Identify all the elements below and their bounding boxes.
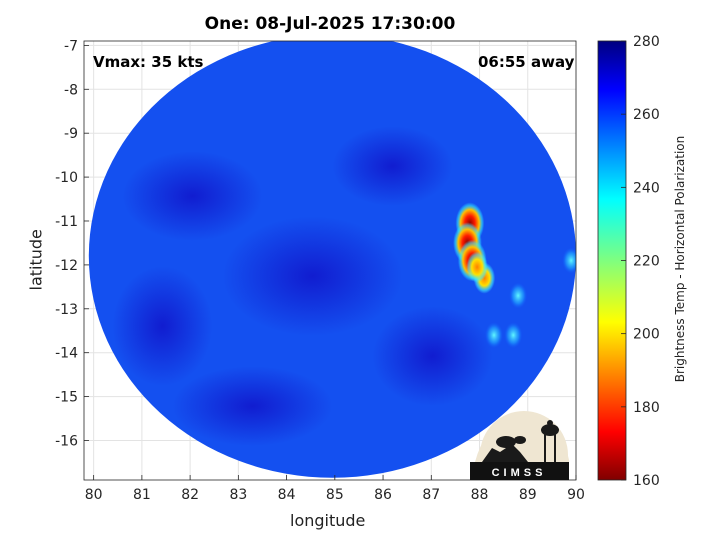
y-tick-label: -15 [55, 390, 78, 406]
colorbar-tick-label: 240 [633, 180, 660, 196]
x-tick-label: 89 [519, 487, 537, 503]
x-tick-label: 86 [374, 487, 392, 503]
x-tick-label: 83 [229, 487, 247, 503]
y-axis: -7 -8 -9 -10 -11 -12 -13 -14 -15 -16 [55, 38, 89, 449]
colorbar-tick-label: 200 [633, 327, 660, 343]
colorbar-tick-label: 180 [633, 400, 660, 416]
brightness-feature [562, 247, 576, 274]
y-tick-label: -10 [55, 170, 78, 186]
x-tick-label: 84 [278, 487, 296, 503]
time-away-label: 06:55 away [478, 53, 575, 71]
x-tick-label: 82 [181, 487, 199, 503]
y-tick-label: -12 [55, 258, 78, 274]
y-tick-label: -11 [55, 214, 78, 230]
x-tick-label: 85 [326, 487, 344, 503]
swath-texture [222, 216, 403, 337]
swath-texture [372, 306, 493, 407]
swath-texture [122, 151, 263, 242]
colorbar-label: Brightness Temp - Horizontal Polarizatio… [673, 135, 687, 383]
y-axis-label: latitude [26, 229, 46, 291]
y-tick-label: -9 [64, 126, 78, 142]
x-tick-label: 80 [85, 487, 103, 503]
colorbar-tick-label: 280 [633, 34, 660, 50]
brightness-feature [504, 322, 523, 349]
brightness-feature [466, 251, 488, 283]
x-axis-label: longitude [290, 511, 366, 530]
brightness-feature [485, 322, 503, 349]
swath-texture [172, 366, 333, 447]
x-tick-label: 90 [567, 487, 585, 503]
vmax-label: Vmax: 35 kts [93, 53, 204, 71]
x-tick-label: 81 [133, 487, 151, 503]
swath-texture [112, 266, 213, 387]
y-tick-label: -16 [55, 433, 78, 449]
cimss-logo: CIMSS [470, 411, 569, 480]
colorbar-tick-label: 220 [633, 254, 660, 270]
y-tick-label: -7 [64, 38, 78, 54]
y-tick-label: -13 [55, 302, 78, 318]
brightness-feature [509, 282, 528, 309]
x-axis: 80 81 82 83 84 85 86 87 88 89 90 [85, 475, 585, 503]
plot-frame [83, 40, 577, 481]
x-tick-label: 88 [471, 487, 489, 503]
y-tick-label: -14 [55, 346, 78, 362]
swath-layer [88, 41, 576, 478]
y-tick-label: -8 [64, 82, 78, 98]
x-tick-label: 87 [422, 487, 440, 503]
swath-texture [332, 126, 453, 207]
colorbar-tick-label: 160 [633, 473, 660, 489]
chart-title: One: 08-Jul-2025 17:30:00 [204, 14, 456, 34]
colorbar-tick-label: 260 [633, 107, 660, 123]
colorbar-ticks: 280 260 240 220 200 180 160 [621, 34, 660, 489]
logo-label: CIMSS [492, 467, 547, 479]
